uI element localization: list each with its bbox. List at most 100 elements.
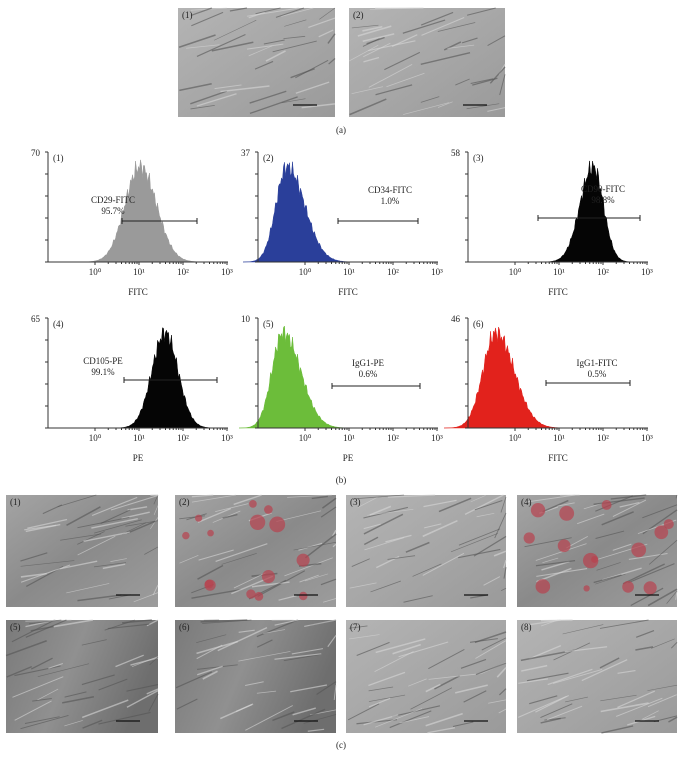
micrograph-image <box>6 495 158 607</box>
x-tick-label: 10⁰ <box>299 267 312 277</box>
y-max-label: 46 <box>451 314 461 324</box>
panel-label: (7) <box>350 622 361 632</box>
y-max-label: 70 <box>31 148 41 158</box>
panel-label: (4) <box>53 319 64 329</box>
panel-label: (6) <box>473 319 484 329</box>
x-tick-label: 10¹ <box>133 267 145 277</box>
caption: (c) <box>336 740 346 750</box>
x-tick-label: 10⁰ <box>509 433 522 443</box>
panel-label: (1) <box>182 10 193 20</box>
stain-spot <box>246 589 255 598</box>
stain-spot <box>254 592 263 601</box>
stain-spot <box>204 580 215 591</box>
stain-spot <box>195 515 202 522</box>
x-tick-label: 10¹ <box>343 267 355 277</box>
marker-percent: 0.6% <box>359 369 378 379</box>
stain-spot <box>207 530 214 537</box>
panel-label: (2) <box>179 497 190 507</box>
x-tick-label: 10¹ <box>133 433 145 443</box>
x-tick-label: 10² <box>387 267 399 277</box>
panel-label: (5) <box>263 319 274 329</box>
histogram-shape <box>541 161 635 262</box>
x-axis-label: FITC <box>338 287 358 297</box>
x-tick-label: 10² <box>597 433 609 443</box>
marker-percent: 0.5% <box>588 369 607 379</box>
panel-label: (2) <box>353 10 364 20</box>
x-axis-label: PE <box>133 453 144 463</box>
caption: (a) <box>336 125 346 135</box>
micrograph: (2) <box>349 8 505 117</box>
panel-label: (2) <box>263 153 274 163</box>
micrograph-image <box>346 620 506 733</box>
x-tick-label: 10¹ <box>553 433 565 443</box>
x-tick-label: 10¹ <box>343 433 355 443</box>
x-tick-label: 10⁰ <box>89 433 102 443</box>
stain-spot <box>249 500 257 508</box>
marker-name: CD29-FITC <box>91 195 135 205</box>
x-tick-label: 10³ <box>641 267 653 277</box>
marker-percent: 99.1% <box>91 367 115 377</box>
stain-spot <box>264 505 273 514</box>
stain-spot <box>531 503 545 517</box>
x-tick-label: 10² <box>177 267 189 277</box>
panel-label: (1) <box>53 153 64 163</box>
panel-label: (5) <box>10 622 21 632</box>
stain-spot <box>269 517 285 533</box>
stain-spot <box>602 500 612 510</box>
x-tick-label: 10¹ <box>553 267 565 277</box>
x-tick-label: 10⁰ <box>89 267 102 277</box>
micrograph: (1) <box>6 495 158 607</box>
panel-label: (3) <box>473 153 484 163</box>
histogram-shape <box>80 160 206 262</box>
x-tick-label: 10² <box>597 267 609 277</box>
x-axis-label: FITC <box>548 287 568 297</box>
stain-spot <box>583 553 598 568</box>
marker-percent: 95.7% <box>101 206 125 216</box>
micrograph: (2) <box>175 495 336 607</box>
panel-label: (8) <box>521 622 532 632</box>
x-tick-label: 10³ <box>641 433 653 443</box>
histogram-shape <box>444 327 569 428</box>
histogram-shape <box>243 162 357 262</box>
caption: (b) <box>336 475 347 485</box>
stain-spot <box>250 515 265 530</box>
stain-spot <box>559 506 574 521</box>
marker-name: CD90-FITC <box>581 184 625 194</box>
micrograph-image <box>517 620 677 733</box>
stain-spot <box>297 554 310 567</box>
y-max-label: 10 <box>241 314 251 324</box>
marker-percent: 1.0% <box>381 196 400 206</box>
micrograph: (3) <box>346 495 506 607</box>
stain-spot <box>622 581 634 593</box>
y-max-label: 37 <box>241 148 251 158</box>
histogram-shape <box>239 326 353 428</box>
x-tick-label: 10³ <box>431 433 443 443</box>
panel-label: (4) <box>521 497 532 507</box>
stain-spot <box>558 539 571 552</box>
x-tick-label: 10² <box>177 433 189 443</box>
x-tick-label: 10⁰ <box>509 267 522 277</box>
marker-percent: 98.8% <box>591 195 615 205</box>
panel-label: (3) <box>350 497 361 507</box>
stain-spot <box>654 525 668 539</box>
x-tick-label: 10³ <box>431 267 443 277</box>
panel-label: (1) <box>10 497 21 507</box>
x-axis-label: FITC <box>548 453 568 463</box>
stain-spot <box>631 542 646 557</box>
stain-spot <box>536 579 551 594</box>
micrograph: (7) <box>346 620 506 733</box>
micrograph: (5) <box>6 620 158 733</box>
stain-spot <box>524 532 535 543</box>
x-tick-label: 10² <box>387 433 399 443</box>
panel-label: (6) <box>179 622 190 632</box>
stain-spot <box>583 585 589 591</box>
y-max-label: 65 <box>31 314 41 324</box>
